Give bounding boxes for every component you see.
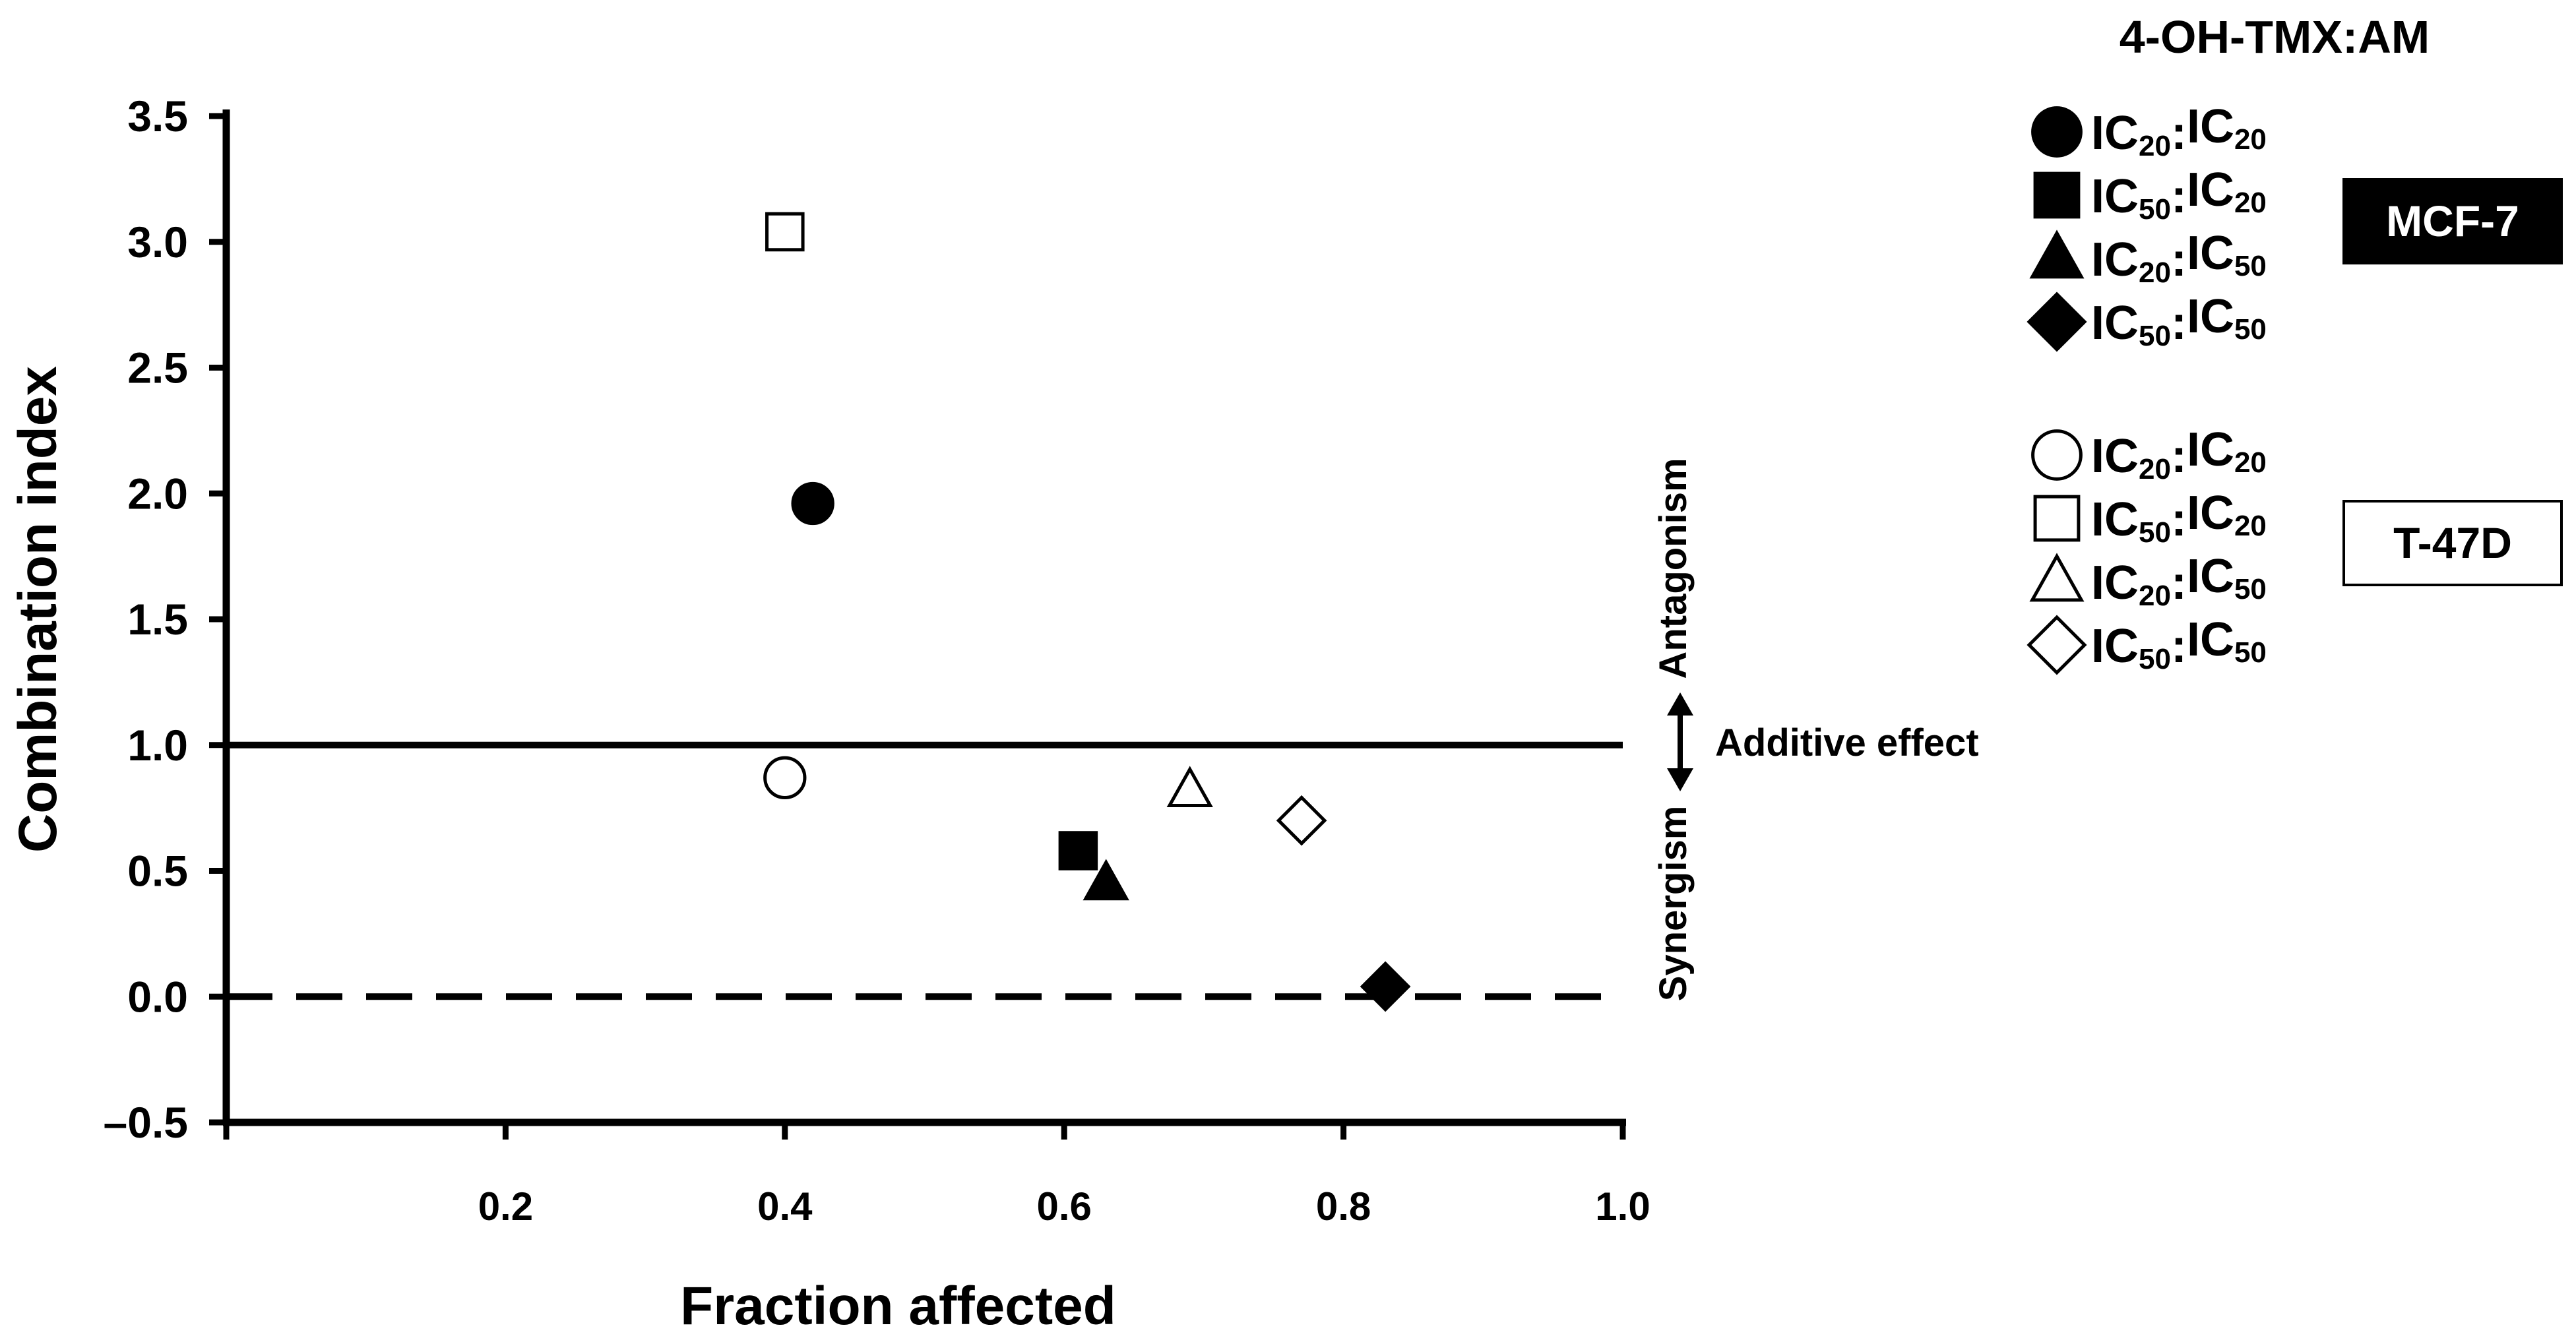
data-point-mcf-7-circle [791, 481, 834, 526]
legend-marker-t-47d-triangle [2029, 553, 2085, 602]
data-point-t-47d-triangle [1166, 766, 1213, 808]
legend-marker-mcf-7-triangle [2029, 229, 2085, 279]
legend-entry-label: IC20:IC50 [2091, 550, 2267, 612]
additive-effect-label: Additive effect [1715, 721, 1979, 764]
legend-entry-label: IC50:IC50 [2091, 613, 2267, 675]
cell-line-label: T-47D [2393, 518, 2512, 567]
y-axis-title: Combination index [8, 366, 68, 853]
legend-marker-mcf-7-diamond [2026, 291, 2087, 352]
antagonism-label: Antagonism [1652, 458, 1695, 679]
y-tick-label: 0.5 [127, 847, 188, 896]
data-point-t-47d-circle [763, 756, 807, 800]
y-tick-label: 1.5 [127, 595, 188, 644]
y-tick-label: 3.0 [127, 218, 188, 266]
y-tick-label: 2.5 [127, 344, 188, 392]
synergism-label: Synergism [1652, 806, 1695, 1002]
x-tick-label: 0.2 [478, 1184, 533, 1229]
data-point-t-47d-diamond [1276, 795, 1327, 846]
legend-entry-label: IC20:IC50 [2091, 227, 2267, 289]
x-tick-label: 0.4 [757, 1184, 813, 1229]
cell-line-box-t-47d [2342, 500, 2563, 586]
legend-entry-label: IC50:IC20 [2091, 487, 2267, 549]
data-point-t-47d-square [765, 212, 805, 252]
legend-entry-label: IC20:IC20 [2091, 100, 2267, 162]
legend-marker-mcf-7-circle [2031, 106, 2083, 158]
arrow-down-head [1667, 768, 1693, 791]
legend-title: 4-OH-TMX:AM [2120, 11, 2430, 63]
x-tick-label: 0.8 [1316, 1184, 1371, 1229]
data-point-mcf-7-diamond [1360, 961, 1411, 1012]
legend-entry-label: IC50:IC20 [2091, 164, 2267, 226]
y-tick-label: 2.0 [127, 469, 188, 518]
y-tick-label: –0.5 [104, 1098, 188, 1147]
y-tick-label: 3.5 [127, 92, 188, 140]
y-tick-label: 0.0 [127, 972, 188, 1021]
cell-line-label: MCF-7 [2386, 197, 2519, 245]
x-tick-label: 1.0 [1595, 1184, 1650, 1229]
data-point-mcf-7-triangle [1083, 859, 1129, 901]
data-point-mcf-7-square [1058, 831, 1098, 870]
legend-entry-label: IC50:IC50 [2091, 290, 2267, 352]
x-axis-title: Fraction affected [680, 1276, 1116, 1336]
arrow-up-head [1667, 692, 1693, 716]
legend-marker-t-47d-square [2033, 495, 2081, 542]
legend-marker-t-47d-circle [2031, 429, 2083, 481]
legend-entry-label: IC20:IC20 [2091, 423, 2267, 485]
legend-marker-t-47d-diamond [2026, 615, 2087, 675]
cell-line-box-mcf-7 [2342, 178, 2563, 264]
legend-marker-mcf-7-square [2033, 171, 2081, 219]
x-tick-label: 0.6 [1036, 1184, 1091, 1229]
y-tick-label: 1.0 [127, 721, 188, 770]
